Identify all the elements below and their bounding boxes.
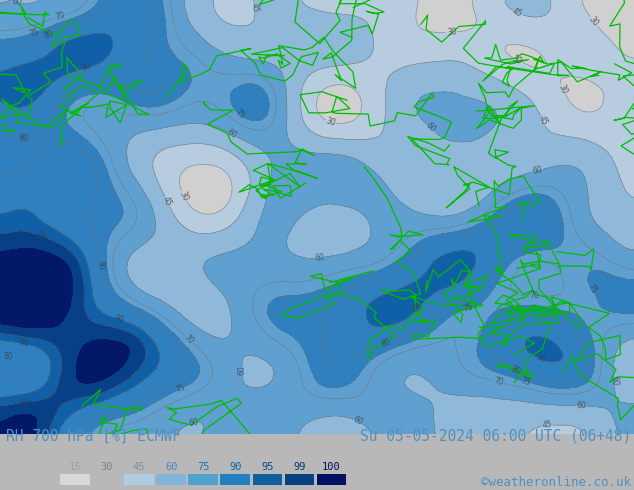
Text: 90: 90: [411, 301, 424, 315]
Text: 45: 45: [537, 115, 549, 127]
Text: 75: 75: [520, 376, 532, 387]
Text: 45: 45: [541, 420, 552, 431]
Text: 70: 70: [182, 333, 195, 346]
Text: 95: 95: [20, 397, 31, 408]
Text: 30: 30: [587, 15, 600, 28]
Text: 80: 80: [4, 352, 13, 362]
Text: 30: 30: [101, 462, 113, 472]
Text: 90: 90: [18, 338, 29, 349]
Text: 80: 80: [95, 260, 106, 270]
Text: 75: 75: [585, 282, 598, 295]
Text: 75: 75: [174, 383, 186, 395]
Text: 60: 60: [609, 376, 619, 386]
Text: 100: 100: [322, 462, 340, 472]
Text: 45: 45: [511, 7, 524, 19]
Text: 60: 60: [576, 401, 586, 411]
Text: 99: 99: [293, 462, 306, 472]
Text: 75: 75: [28, 27, 40, 39]
Text: 95: 95: [36, 231, 49, 243]
Text: 60: 60: [424, 121, 437, 134]
Text: 30: 30: [325, 117, 337, 128]
Text: 45: 45: [161, 195, 174, 208]
Text: Su 05-05-2024 06:00 UTC (06+48): Su 05-05-2024 06:00 UTC (06+48): [359, 428, 631, 443]
Text: 30: 30: [178, 190, 190, 202]
Text: 80: 80: [18, 133, 29, 143]
Text: 60: 60: [11, 0, 23, 7]
Text: 60: 60: [165, 462, 178, 472]
Text: 60: 60: [532, 165, 544, 176]
Text: 70: 70: [529, 292, 540, 300]
Text: 60: 60: [314, 252, 326, 263]
Text: 45: 45: [133, 462, 145, 472]
Text: 80: 80: [380, 337, 392, 349]
Text: 70: 70: [54, 10, 66, 22]
Text: 70: 70: [493, 376, 504, 388]
Text: 90: 90: [81, 62, 93, 73]
Text: 90: 90: [534, 353, 547, 365]
Text: 75: 75: [233, 107, 246, 121]
Text: 80: 80: [42, 28, 55, 41]
Text: 90: 90: [229, 462, 242, 472]
Text: 30: 30: [511, 53, 524, 66]
Text: 90: 90: [113, 314, 125, 325]
Text: 95: 95: [261, 462, 273, 472]
Text: 75: 75: [197, 462, 209, 472]
Text: RH 700 hPa [%] ECMWF: RH 700 hPa [%] ECMWF: [6, 428, 181, 443]
Text: 60: 60: [352, 415, 365, 428]
Text: 45: 45: [249, 2, 259, 13]
Text: 30: 30: [446, 27, 456, 37]
Text: 60: 60: [226, 128, 238, 141]
Text: ©weatheronline.co.uk: ©weatheronline.co.uk: [481, 476, 631, 489]
Text: 60: 60: [238, 365, 247, 375]
Text: 75: 75: [463, 302, 475, 314]
Text: 15: 15: [68, 462, 81, 472]
Text: 30: 30: [557, 82, 569, 95]
Text: 60: 60: [188, 417, 200, 428]
Text: 80: 80: [510, 364, 522, 376]
